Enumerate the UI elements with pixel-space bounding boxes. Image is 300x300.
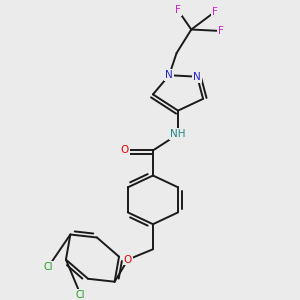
- Text: O: O: [124, 255, 132, 265]
- Text: O: O: [121, 146, 129, 155]
- Text: N: N: [165, 70, 173, 80]
- Text: F: F: [218, 26, 224, 36]
- Text: Cl: Cl: [44, 262, 53, 272]
- Text: F: F: [175, 5, 181, 15]
- Text: NH: NH: [170, 129, 186, 139]
- Text: F: F: [212, 7, 218, 17]
- Text: Cl: Cl: [76, 290, 86, 300]
- Text: N: N: [193, 72, 201, 82]
